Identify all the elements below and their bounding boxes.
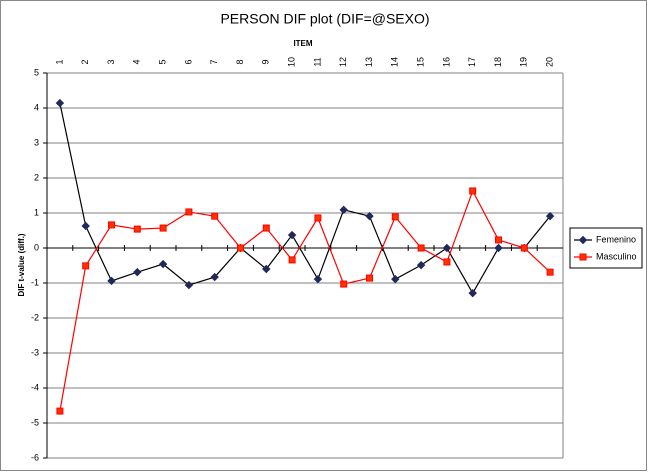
x-tick-label: 9 bbox=[261, 59, 271, 64]
x-tick-label: 3 bbox=[106, 59, 116, 64]
marker bbox=[185, 208, 193, 216]
legend-label: Masculino bbox=[596, 251, 637, 261]
marker bbox=[81, 221, 90, 231]
marker bbox=[262, 224, 270, 232]
y-tick-label: 3 bbox=[34, 137, 39, 147]
marker bbox=[55, 98, 65, 108]
y-tick-label: -1 bbox=[31, 277, 39, 287]
marker bbox=[494, 243, 503, 253]
marker bbox=[313, 274, 323, 284]
x-tick-label: 10 bbox=[286, 57, 296, 67]
marker bbox=[340, 280, 348, 288]
legend-marker bbox=[579, 253, 587, 261]
marker bbox=[133, 225, 141, 233]
marker bbox=[391, 274, 400, 284]
y-tick-label: 5 bbox=[34, 67, 39, 77]
x-tick-label: 15 bbox=[415, 57, 425, 67]
y-tick-label: -3 bbox=[31, 347, 39, 357]
marker bbox=[339, 205, 348, 215]
x-tick-label: 4 bbox=[132, 59, 142, 64]
x-tick-label: 19 bbox=[519, 57, 529, 67]
marker bbox=[56, 407, 64, 415]
marker bbox=[262, 264, 271, 274]
marker bbox=[495, 236, 502, 244]
marker bbox=[314, 214, 322, 222]
x-axis-title: ITEM bbox=[293, 39, 312, 48]
marker bbox=[210, 272, 219, 282]
marker bbox=[288, 256, 296, 264]
series-line bbox=[59, 102, 551, 295]
marker bbox=[391, 213, 399, 221]
marker bbox=[366, 274, 373, 282]
marker bbox=[184, 280, 194, 290]
marker bbox=[365, 211, 374, 221]
marker bbox=[545, 211, 555, 221]
y-tick-label: 4 bbox=[34, 102, 39, 112]
legend-label: Femenino bbox=[596, 234, 636, 244]
marker bbox=[442, 243, 452, 253]
x-tick-label: 18 bbox=[493, 57, 503, 67]
y-tick-label: -5 bbox=[31, 417, 39, 427]
x-tick-label: 14 bbox=[390, 57, 400, 67]
x-tick-label: 8 bbox=[235, 59, 245, 64]
marker bbox=[211, 212, 219, 220]
marker bbox=[468, 288, 477, 298]
x-tick-label: 6 bbox=[183, 59, 193, 64]
x-tick-label: 12 bbox=[338, 57, 348, 67]
legend-box bbox=[569, 227, 643, 269]
x-tick-label: 20 bbox=[544, 57, 554, 67]
marker bbox=[82, 262, 90, 270]
x-tick-label: 1 bbox=[54, 59, 64, 64]
y-tick-label: -6 bbox=[31, 452, 39, 462]
x-tick-label: 16 bbox=[441, 57, 451, 67]
marker bbox=[133, 267, 142, 277]
marker bbox=[546, 268, 554, 276]
marker bbox=[287, 230, 297, 240]
x-tick-label: 2 bbox=[80, 59, 90, 64]
x-tick-label: 5 bbox=[157, 59, 167, 64]
y-tick-label: -4 bbox=[31, 382, 39, 392]
marker bbox=[158, 259, 168, 269]
marker bbox=[416, 260, 426, 270]
x-tick-label: 17 bbox=[467, 57, 477, 67]
x-tick-label: 11 bbox=[312, 57, 322, 66]
marker bbox=[159, 224, 167, 232]
marker bbox=[469, 187, 477, 195]
x-tick-label: 7 bbox=[209, 59, 219, 64]
y-tick-label: -2 bbox=[31, 312, 39, 322]
marker bbox=[443, 258, 451, 266]
chart-title: PERSON DIF plot (DIF=@SEXO) bbox=[220, 11, 429, 27]
marker bbox=[520, 244, 528, 252]
marker bbox=[108, 221, 115, 229]
legend-marker bbox=[578, 235, 588, 245]
marker bbox=[417, 244, 425, 252]
y-tick-label: 0 bbox=[34, 242, 39, 252]
y-tick-label: 2 bbox=[34, 172, 39, 182]
x-tick-label: 13 bbox=[364, 57, 374, 67]
y-tick-label: 1 bbox=[34, 207, 39, 217]
series-line bbox=[59, 189, 551, 412]
marker bbox=[237, 244, 244, 252]
marker bbox=[107, 276, 116, 286]
y-axis-title: DIF t-value (diff.) bbox=[17, 233, 26, 296]
